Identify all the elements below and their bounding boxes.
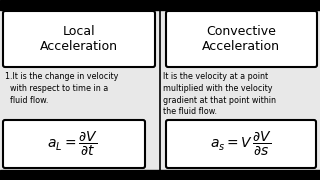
Bar xyxy=(0,0,320,10)
Text: It is the velocity at a point
multiplied with the velocity
gradient at that poin: It is the velocity at a point multiplied… xyxy=(163,72,276,116)
Text: Convective
Acceleration: Convective Acceleration xyxy=(202,25,280,53)
FancyBboxPatch shape xyxy=(166,11,317,67)
Text: $a_L = \dfrac{\partial V}{\partial t}$: $a_L = \dfrac{\partial V}{\partial t}$ xyxy=(47,130,97,158)
FancyBboxPatch shape xyxy=(3,120,145,168)
Text: Local
Acceleration: Local Acceleration xyxy=(40,25,118,53)
FancyBboxPatch shape xyxy=(166,120,316,168)
Bar xyxy=(0,170,320,180)
FancyBboxPatch shape xyxy=(3,11,155,67)
Text: $a_s = V\,\dfrac{\partial V}{\partial s}$: $a_s = V\,\dfrac{\partial V}{\partial s}… xyxy=(210,130,272,158)
Text: 1.It is the change in velocity
  with respect to time in a
  fluid flow.: 1.It is the change in velocity with resp… xyxy=(5,72,118,105)
